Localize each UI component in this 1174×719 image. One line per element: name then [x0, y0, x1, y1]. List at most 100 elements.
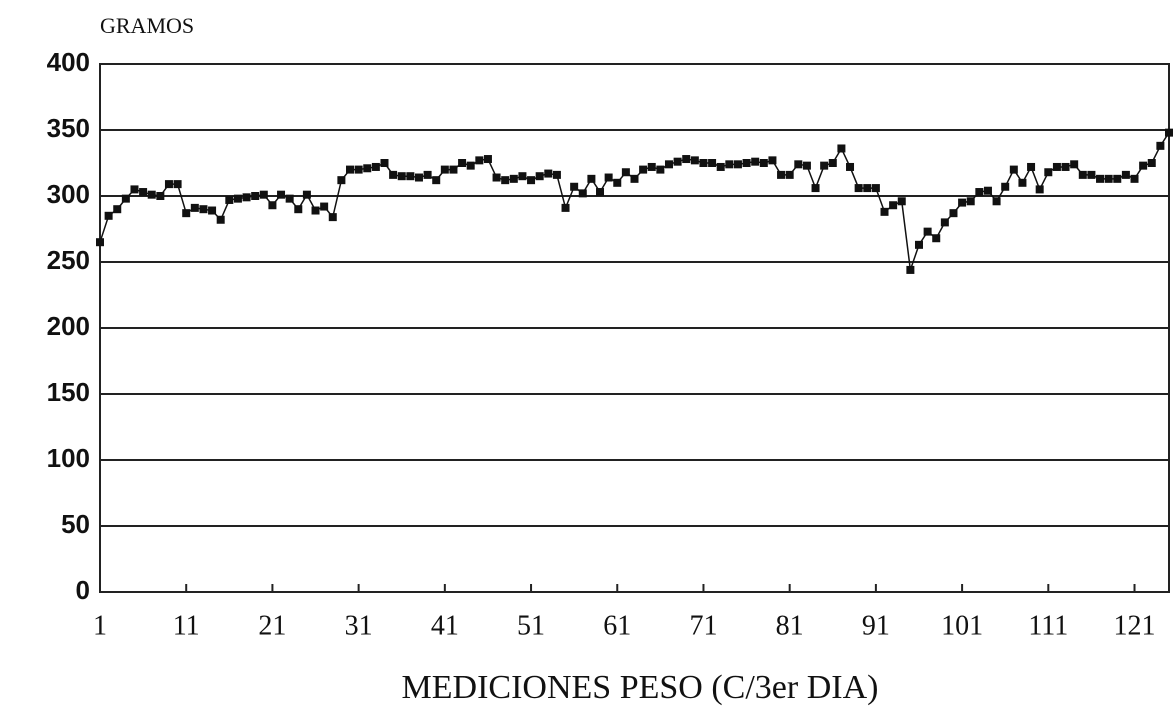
data-point: [501, 176, 510, 185]
data-point: [596, 188, 605, 197]
data-point: [173, 180, 182, 189]
y-tick-label: 0: [76, 575, 90, 605]
data-point: [828, 159, 837, 167]
data-point: [346, 165, 355, 174]
x-tick-label: 71: [689, 610, 717, 641]
data-point: [604, 173, 613, 182]
data-point: [1061, 162, 1070, 171]
data-point: [673, 157, 682, 166]
data-point: [1156, 141, 1165, 150]
data-point: [742, 159, 751, 167]
data-point: [716, 162, 725, 171]
data-point: [656, 165, 665, 174]
data-point: [302, 190, 311, 199]
data-point: [846, 162, 855, 171]
data-point: [1052, 162, 1061, 171]
y-axis-title: GRAMOS: [100, 13, 194, 38]
data-point: [863, 184, 872, 193]
x-tick-label: 81: [776, 610, 804, 641]
data-point: [423, 170, 432, 179]
data-point: [613, 178, 622, 187]
data-point: [354, 165, 363, 174]
data-point: [216, 215, 225, 224]
x-tick-label: 121: [1114, 610, 1156, 641]
data-point: [1044, 168, 1053, 177]
data-point: [940, 218, 949, 227]
data-point: [1130, 174, 1139, 183]
data-point: [932, 234, 941, 243]
data-point: [414, 173, 423, 182]
data-point: [621, 168, 630, 177]
data-point: [1078, 170, 1087, 179]
data-point: [897, 197, 906, 206]
data-point: [251, 192, 260, 200]
data-point: [1035, 185, 1044, 194]
y-tick-label: 150: [47, 377, 90, 407]
data-point: [1070, 160, 1079, 169]
data-point: [578, 189, 587, 198]
data-point: [889, 201, 898, 210]
data-point: [777, 170, 786, 179]
data-point: [509, 174, 518, 183]
data-point: [794, 160, 803, 169]
data-point: [311, 206, 320, 215]
x-tick-label: 31: [345, 610, 373, 641]
data-point: [906, 265, 915, 274]
data-point: [949, 209, 958, 218]
x-tick-label: 111: [1028, 610, 1068, 641]
data-point: [759, 159, 768, 167]
y-tick-label: 200: [47, 311, 90, 341]
data-point: [406, 172, 415, 181]
data-point: [164, 180, 173, 189]
data-point: [432, 176, 441, 185]
data-point: [130, 185, 139, 194]
y-tick-label: 400: [47, 47, 90, 77]
data-point: [1096, 174, 1105, 183]
data-point: [820, 161, 829, 170]
data-point: [121, 194, 130, 203]
data-point: [527, 176, 536, 185]
data-point: [113, 205, 122, 214]
data-point: [147, 190, 156, 199]
data-point: [768, 156, 777, 165]
data-point: [535, 172, 544, 181]
data-point: [802, 161, 811, 170]
data-point: [630, 174, 639, 183]
data-point: [544, 169, 553, 178]
data-point: [570, 182, 579, 191]
data-point: [1139, 161, 1148, 170]
data-point: [363, 164, 372, 173]
data-point: [854, 184, 863, 193]
data-point: [561, 203, 570, 212]
y-tick-label: 50: [61, 509, 90, 539]
data-point: [923, 227, 932, 236]
data-point: [552, 170, 561, 179]
data-point: [682, 155, 691, 164]
data-point: [190, 203, 199, 212]
data-point: [294, 205, 303, 214]
data-point: [233, 194, 242, 203]
data-point: [182, 209, 191, 218]
data-point: [389, 170, 398, 179]
data-point: [639, 165, 648, 174]
data-point: [225, 195, 234, 204]
data-point: [914, 240, 923, 249]
data-point: [259, 190, 268, 199]
data-point: [371, 162, 380, 171]
data-point: [397, 172, 406, 181]
data-point: [483, 155, 492, 164]
data-point: [458, 159, 467, 167]
x-tick-label: 1: [93, 610, 107, 641]
x-axis-title: MEDICIONES PESO (C/3er DIA): [402, 669, 879, 706]
data-point: [785, 170, 794, 179]
y-tick-label: 350: [47, 113, 90, 143]
data-point: [449, 165, 458, 174]
data-point: [492, 173, 501, 182]
data-point: [708, 159, 717, 167]
data-point: [587, 174, 596, 183]
data-line: [99, 132, 1170, 271]
data-point: [647, 162, 656, 171]
data-point: [199, 205, 208, 214]
data-point: [337, 176, 346, 185]
